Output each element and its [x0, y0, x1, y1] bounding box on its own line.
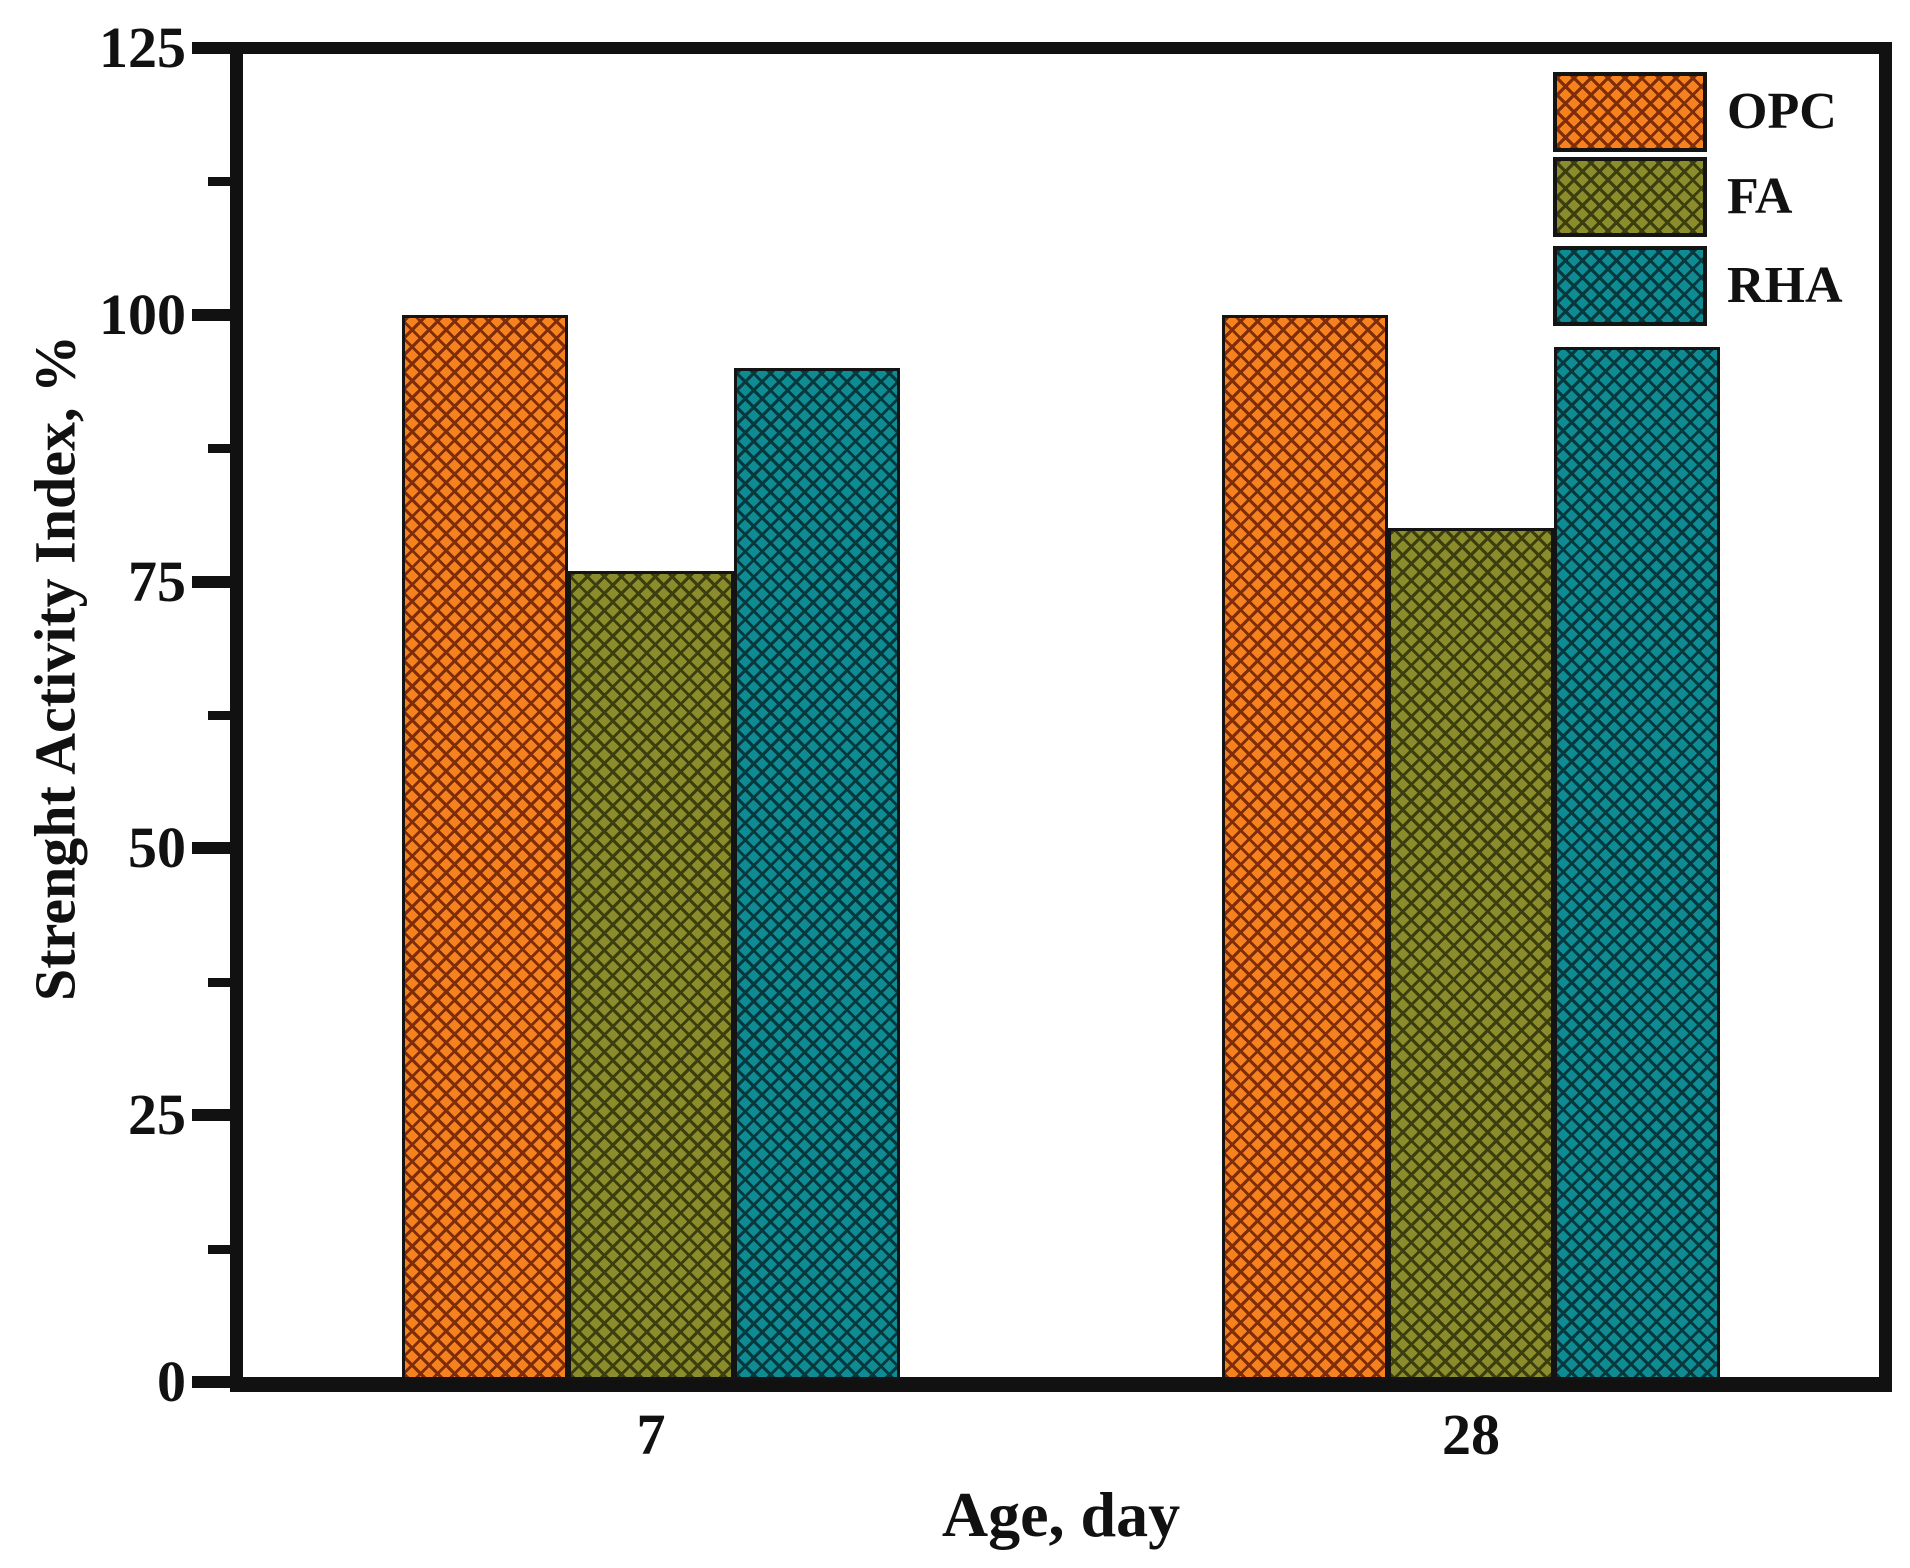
y-axis-tick-label: 25: [128, 1082, 186, 1148]
y-axis-major-tick: [192, 1376, 230, 1388]
y-axis-major-tick: [192, 1109, 230, 1122]
y-axis-major-tick: [192, 842, 230, 855]
bar-opc-7: [402, 314, 568, 1380]
x-axis-tick-label: 28: [1442, 1402, 1500, 1467]
y-axis-minor-tick: [208, 444, 230, 454]
bar-rha-7: [734, 368, 900, 1380]
y-axis-major-tick: [192, 575, 230, 588]
y-axis-tick-label: 75: [128, 548, 186, 614]
legend-label-rha: RHA: [1727, 257, 1843, 314]
legend-swatch-rha: [1553, 246, 1707, 326]
y-axis-minor-tick: [208, 711, 230, 720]
y-axis-major-tick: [192, 42, 230, 54]
legend-swatch-opc: [1553, 72, 1707, 152]
y-axis-minor-tick: [208, 1244, 230, 1254]
y-axis-minor-tick: [208, 177, 230, 187]
legend-label-opc: OPC: [1727, 83, 1837, 140]
x-axis-tick-label: 7: [636, 1402, 666, 1467]
y-axis-tick-label: 0: [157, 1349, 186, 1414]
x-axis-title: Age, day: [941, 1479, 1181, 1550]
bar-opc-28: [1222, 314, 1388, 1380]
bar-rha-28: [1554, 346, 1720, 1380]
y-axis-tick-label: 125: [99, 15, 186, 80]
y-axis-tick-label: 100: [99, 281, 186, 347]
y-axis-title: Strenght Activity Index, %: [22, 335, 88, 1001]
y-axis-tick-label: 50: [128, 815, 186, 881]
bar-fa-7: [568, 570, 734, 1380]
bar-fa-28: [1388, 528, 1554, 1380]
legend-swatch-fa: [1553, 157, 1707, 237]
y-axis-minor-tick: [208, 977, 230, 987]
y-axis-major-tick: [192, 308, 230, 321]
legend-label-fa: FA: [1727, 168, 1793, 225]
